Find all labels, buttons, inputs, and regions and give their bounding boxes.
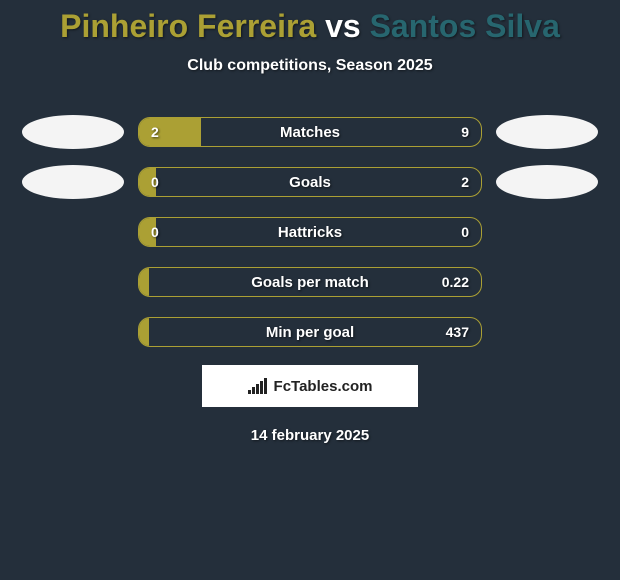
date-text: 14 february 2025 xyxy=(0,427,620,444)
player1-avatar xyxy=(22,165,124,199)
player1-name: Pinheiro Ferreira xyxy=(60,8,316,44)
logo-box[interactable]: FcTables.com xyxy=(202,365,418,407)
avatar-spacer xyxy=(496,265,598,299)
stat-label: Min per goal xyxy=(139,318,481,346)
vs-text: vs xyxy=(325,8,361,44)
player2-name: Santos Silva xyxy=(370,8,560,44)
avatar-spacer xyxy=(22,265,124,299)
avatar-spacer xyxy=(22,215,124,249)
player2-avatar xyxy=(496,115,598,149)
stat-label: Goals xyxy=(139,168,481,196)
avatar-spacer xyxy=(496,215,598,249)
player2-avatar xyxy=(496,165,598,199)
avatar-spacer xyxy=(22,315,124,349)
chart-icon xyxy=(248,376,270,396)
stat-label: Matches xyxy=(139,118,481,146)
stat-bar: Goals0 2 xyxy=(138,167,482,197)
stat-value-left: 0 xyxy=(151,168,159,196)
stat-value-right: 9 xyxy=(461,118,469,146)
stat-bar: Matches2 9 xyxy=(138,117,482,147)
stat-value-left: 0 xyxy=(151,218,159,246)
stat-label: Goals per match xyxy=(139,268,481,296)
stat-label: Hattricks xyxy=(139,218,481,246)
player1-avatar xyxy=(22,115,124,149)
subtitle: Club competitions, Season 2025 xyxy=(0,57,620,75)
stat-value-right: 0 xyxy=(461,218,469,246)
stat-row: Matches2 9 xyxy=(0,115,620,149)
comparison-title: Pinheiro Ferreira vs Santos Silva xyxy=(0,0,620,45)
stat-bar: Goals per match0.22 xyxy=(138,267,482,297)
stat-bar: Min per goal437 xyxy=(138,317,482,347)
stats-container: Matches29Goals02Hattricks00Goals per mat… xyxy=(0,115,620,349)
stat-value-right: 2 xyxy=(461,168,469,196)
stat-value-right: 0.22 xyxy=(442,268,469,296)
avatar-spacer xyxy=(496,315,598,349)
stat-value-left: 2 xyxy=(151,118,159,146)
stat-value-right: 437 xyxy=(446,318,469,346)
stat-row: Goals per match0.22 xyxy=(0,265,620,299)
logo-text: FcTables.com xyxy=(274,378,373,395)
stat-row: Goals0 2 xyxy=(0,165,620,199)
stat-row: Min per goal437 xyxy=(0,315,620,349)
stat-row: Hattricks0 0 xyxy=(0,215,620,249)
stat-bar: Hattricks0 0 xyxy=(138,217,482,247)
